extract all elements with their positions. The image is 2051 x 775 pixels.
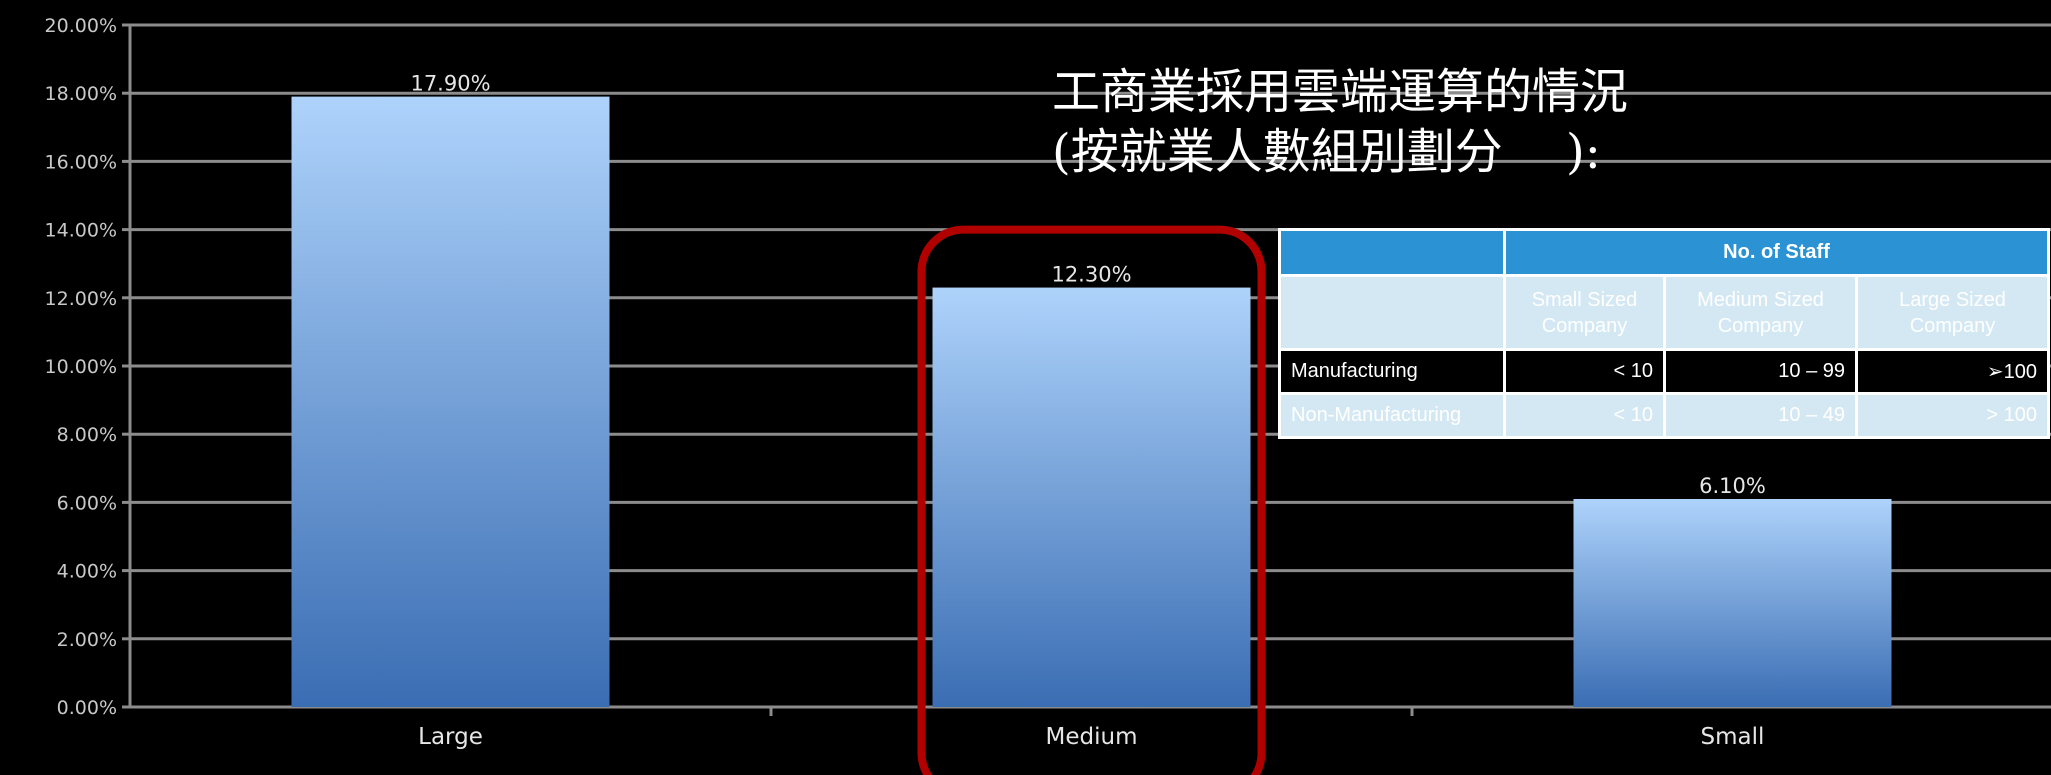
chart-headline: 工商業採用雲端運算的情況 (按就業人數組別劃分 ): — [1052, 62, 1628, 182]
y-tick-label: 12.00% — [45, 288, 117, 310]
labels: 0.00% 2.00% 4.00% 6.00% 8.00% 10.00% 12.00% 14.… — [45, 15, 1766, 775]
staff-size-table: No. of Staff Small Sized Company Medium … — [1278, 228, 2050, 439]
column-header-medium: Medium Sized Company — [1663, 274, 1858, 351]
column-header-small: Small Sized Company — [1503, 274, 1666, 351]
headline-line-2: (按就業人數組別劃分 ): — [1052, 124, 1601, 180]
row-label-non-manufacturing: Non-Manufacturing — [1278, 392, 1506, 439]
cell-non-manufacturing-large: > 100 — [1855, 392, 2050, 439]
category-label-medium: Medium — [1046, 724, 1138, 750]
bar-small — [1573, 498, 1892, 707]
y-tick-label: 2.00% — [57, 629, 117, 651]
y-tick-label: 4.00% — [57, 561, 117, 583]
cell-non-manufacturing-medium: 10 – 49 — [1663, 392, 1858, 439]
data-label-medium: 12.30% — [1051, 263, 1131, 287]
bars — [291, 96, 1892, 708]
cell-manufacturing-small: < 10 — [1503, 348, 1666, 395]
table-header-no-of-staff: No. of Staff — [1503, 228, 2050, 277]
y-tick-label: 6.00% — [57, 492, 117, 514]
y-tick-label: 18.00% — [45, 83, 117, 105]
headline-line-1: 工商業採用雲端運算的情況 — [1052, 64, 1629, 120]
y-tick-label: 16.00% — [45, 151, 117, 173]
cell-non-manufacturing-small: < 10 — [1503, 392, 1666, 439]
column-header-large: Large Sized Company — [1855, 274, 2050, 351]
bar-large — [291, 96, 610, 708]
table-row: Manufacturing < 10 10 – 99 ➢100 — [1278, 348, 2050, 395]
y-tick-label: 8.00% — [57, 424, 117, 446]
table-row: Non-Manufacturing < 10 10 – 49 > 100 — [1278, 392, 2050, 439]
row-label-manufacturing: Manufacturing — [1278, 348, 1506, 395]
data-label-small: 6.10% — [1699, 474, 1766, 498]
table-corner-cell — [1278, 228, 1506, 277]
y-tick-label: 14.00% — [45, 220, 117, 242]
y-tick-label: 10.00% — [45, 356, 117, 378]
category-label-large: Large — [418, 724, 483, 750]
cell-manufacturing-large: ➢100 — [1855, 348, 2050, 395]
cell-manufacturing-medium: 10 – 99 — [1663, 348, 1858, 395]
table-blank-cell — [1278, 274, 1506, 351]
bar-medium — [932, 287, 1251, 707]
y-tick-label: 0.00% — [57, 697, 117, 719]
y-tick-label: 20.00% — [45, 15, 117, 37]
data-label-large: 17.90% — [410, 72, 490, 96]
category-label-small: Small — [1701, 724, 1765, 750]
highlight-outline — [917, 225, 1266, 775]
